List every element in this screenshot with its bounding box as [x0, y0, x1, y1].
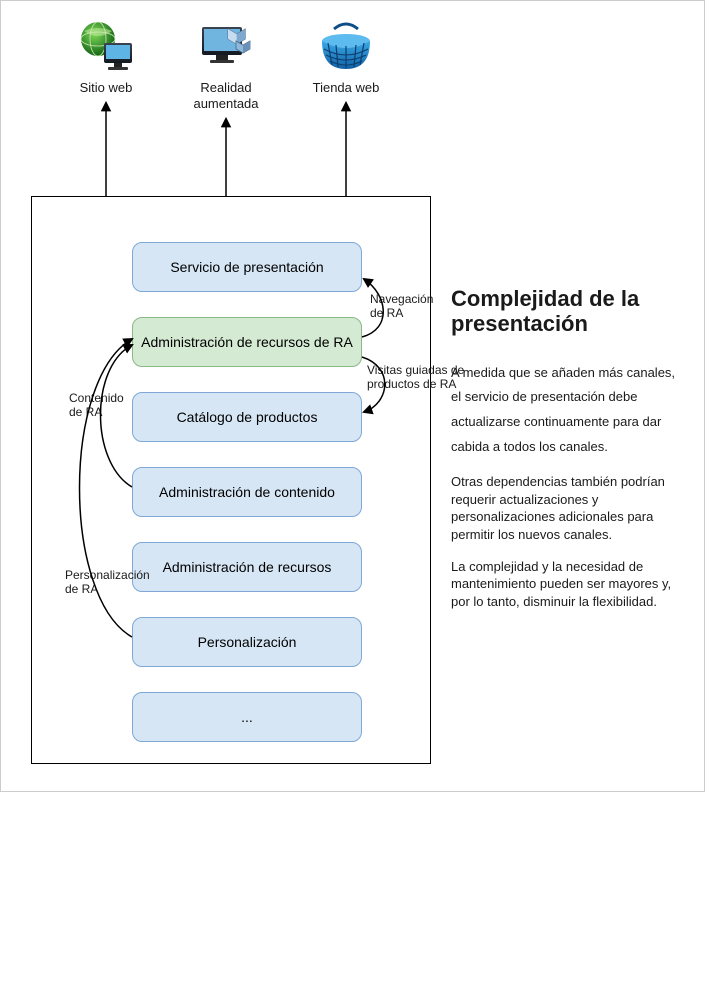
layer-personalization: Personalización — [132, 617, 362, 667]
channel-label: Tienda web — [313, 80, 380, 96]
layer-ra-resource-admin: Administración de recursos de RA — [132, 317, 362, 367]
channel-web: Sitio web — [61, 21, 151, 111]
annotation-nav-ra: Navegación de RA — [370, 293, 440, 321]
diagram-canvas: Sitio web — [1, 1, 704, 791]
channel-ar: Realidad aumentada — [181, 21, 271, 111]
layer-product-catalog: Catálogo de productos — [132, 392, 362, 442]
channel-row: Sitio web — [61, 21, 391, 111]
layer-presentation: Servicio de presentación — [132, 242, 362, 292]
page-title: Complejidad de la presentación — [451, 286, 681, 337]
basket-icon — [316, 21, 376, 76]
layer-ellipsis: ... — [132, 692, 362, 742]
annotation-personal: Personalización de RA — [65, 569, 155, 597]
ar-monitor-icon — [196, 21, 256, 76]
right-text-column: Complejidad de la presentación A medida … — [451, 286, 681, 624]
layer-resource-admin: Administración de recursos — [132, 542, 362, 592]
channel-label: Sitio web — [80, 80, 133, 96]
paragraph-2: Otras dependencias también podrían reque… — [451, 473, 681, 543]
layer-content-admin: Administración de contenido — [132, 467, 362, 517]
annotation-contenido: Contenido de RA — [69, 392, 133, 420]
paragraph-3: La complejidad y la necesidad de manteni… — [451, 558, 681, 611]
channel-store: Tienda web — [301, 21, 391, 111]
paragraph-1: A medida que se añaden más canales, el s… — [451, 361, 681, 460]
channel-label: Realidad aumentada — [181, 80, 271, 111]
service-container: Servicio de presentación Administración … — [31, 196, 431, 764]
globe-monitor-icon — [76, 21, 136, 76]
